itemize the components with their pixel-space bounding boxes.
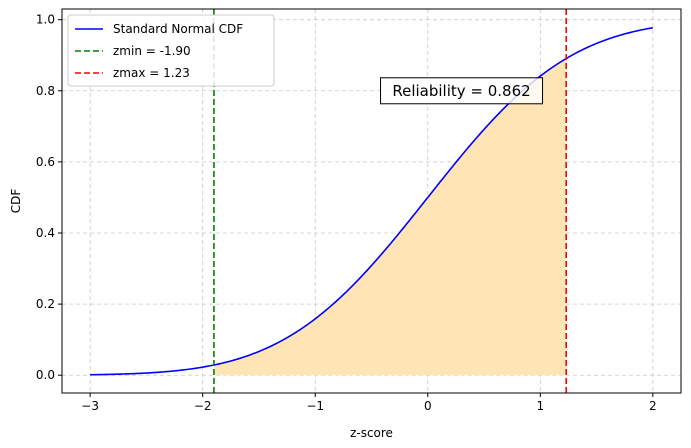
x-tick-label: −3 <box>81 399 99 413</box>
x-tick-label: 1 <box>536 399 544 413</box>
legend-label: Standard Normal CDF <box>113 22 243 36</box>
x-tick-label: 0 <box>424 399 432 413</box>
y-tick-label: 0.6 <box>36 155 55 169</box>
ticks: −3 −2 −1 0 1 2 0.0 0.2 0.4 0.6 0.8 1.0 <box>36 13 657 413</box>
legend: Standard Normal CDF zmin = -1.90 zmax = 1.… <box>67 14 275 87</box>
annotation-box <box>380 77 544 105</box>
legend-box <box>67 14 275 87</box>
x-tick-label: −2 <box>194 399 212 413</box>
legend-entry-cdf: Standard Normal CDF <box>75 22 243 36</box>
y-tick-label: 0.8 <box>36 84 55 98</box>
series-line-cdf <box>90 26 654 376</box>
legend-label: zmax = 1.23 <box>113 66 190 80</box>
y-tick-label: 0.0 <box>36 368 55 382</box>
y-tick-label: 0.2 <box>36 297 55 311</box>
plot-frame <box>61 8 682 394</box>
x-axis-label: z-score <box>350 426 393 440</box>
legend-entry-zmax: zmax = 1.23 <box>75 66 190 80</box>
legend-label: zmin = -1.90 <box>113 44 191 58</box>
annotation-text: Reliability = 0.862 <box>392 82 530 100</box>
annotation: Reliability = 0.862 <box>380 77 544 105</box>
y-axis-label: CDF <box>9 189 23 214</box>
x-tick-label: −1 <box>306 399 324 413</box>
shaded-area <box>213 58 567 376</box>
shaded-region <box>213 58 567 376</box>
y-tick-label: 1.0 <box>36 13 55 27</box>
legend-entry-zmin: zmin = -1.90 <box>75 44 191 58</box>
y-tick-label: 0.4 <box>36 226 55 240</box>
x-tick-label: 2 <box>649 399 657 413</box>
